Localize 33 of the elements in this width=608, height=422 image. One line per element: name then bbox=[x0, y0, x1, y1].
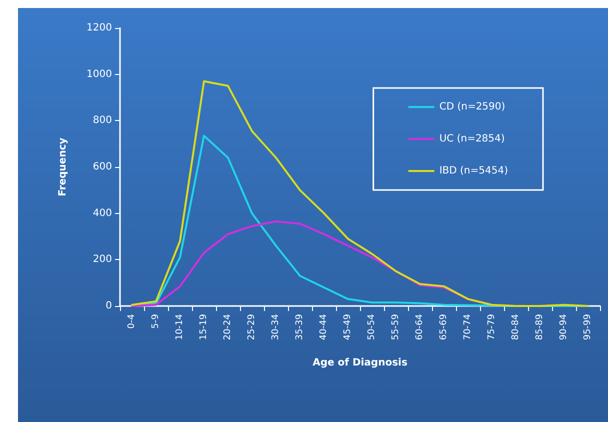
x-axis-title: Age of Diagnosis bbox=[312, 358, 408, 368]
x-tick-label: 15-19 bbox=[199, 314, 209, 340]
x-tick-label: 95-99 bbox=[583, 314, 593, 340]
x-tick-label: 0-4 bbox=[127, 314, 137, 329]
x-tick-label: 60-64 bbox=[415, 314, 425, 340]
y-tick-label: 200 bbox=[92, 254, 112, 266]
y-tick-label: 0 bbox=[106, 300, 112, 312]
x-tick-label: 65-69 bbox=[439, 314, 449, 340]
x-tick-label: 70-74 bbox=[463, 314, 473, 340]
x-tick-label: 10-14 bbox=[175, 314, 185, 340]
y-tick-label: 1200 bbox=[86, 22, 112, 34]
line-series bbox=[131, 80, 589, 307]
y-tick-label: 800 bbox=[92, 115, 112, 126]
x-tick-label: 50-54 bbox=[367, 314, 377, 340]
x-tick-label: 75-79 bbox=[487, 314, 497, 340]
x-tick-label: 40-44 bbox=[319, 314, 329, 340]
x-tick-label: 25-29 bbox=[247, 314, 257, 340]
x-tick-label: 5-9 bbox=[151, 314, 161, 329]
x-tick-label: 35-39 bbox=[295, 314, 305, 340]
x-tick-label: 90-94 bbox=[559, 314, 569, 340]
y-tick-label: 1000 bbox=[86, 68, 112, 80]
legend-label: UC (n=2854) bbox=[439, 134, 505, 144]
legend-label: CD (n=2590) bbox=[439, 102, 506, 112]
x-tick-label: 45-49 bbox=[343, 314, 353, 340]
y-tick-label: 600 bbox=[92, 162, 112, 172]
x-tick-label: 55-59 bbox=[391, 314, 401, 340]
x-tick-label: 30-34 bbox=[271, 314, 281, 340]
y-tick-label: 400 bbox=[92, 208, 112, 219]
x-tick-label: 80-84 bbox=[511, 314, 521, 340]
x-tick-label: 20-24 bbox=[223, 314, 233, 340]
x-tick-label: 85-89 bbox=[535, 314, 545, 340]
y-axis-title: Frequency bbox=[58, 137, 68, 196]
legend-label: IBD (n=5454) bbox=[439, 166, 508, 176]
